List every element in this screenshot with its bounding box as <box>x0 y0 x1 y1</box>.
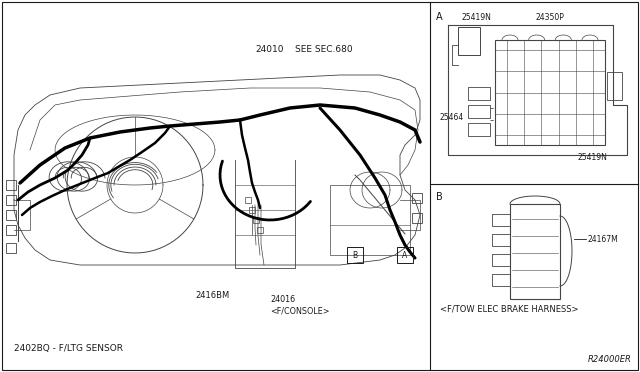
Bar <box>492 274 510 286</box>
Bar <box>6 195 16 205</box>
Bar <box>510 204 560 299</box>
Text: 24350P: 24350P <box>535 13 564 22</box>
Text: A: A <box>436 12 443 22</box>
Bar <box>257 227 263 233</box>
Bar <box>6 180 16 190</box>
Text: R24000ER: R24000ER <box>588 356 632 365</box>
Bar <box>495 40 605 145</box>
Bar <box>397 247 413 263</box>
Bar <box>468 87 490 100</box>
Bar <box>458 27 480 55</box>
Text: <F/TOW ELEC BRAKE HARNESS>: <F/TOW ELEC BRAKE HARNESS> <box>440 305 579 314</box>
Text: B: B <box>353 250 358 260</box>
Text: B: B <box>436 192 443 202</box>
Text: 24010: 24010 <box>255 45 284 55</box>
Text: A: A <box>403 250 408 260</box>
Bar <box>6 210 16 220</box>
Bar <box>492 254 510 266</box>
Text: 2402BQ - F/LTG SENSOR: 2402BQ - F/LTG SENSOR <box>14 343 123 353</box>
Bar <box>249 207 255 213</box>
Text: SEE SEC.680: SEE SEC.680 <box>295 45 353 55</box>
Bar <box>253 217 259 223</box>
Bar <box>492 214 510 226</box>
Bar <box>468 105 490 118</box>
Bar <box>412 213 422 223</box>
Text: 24167M: 24167M <box>588 234 619 244</box>
Bar <box>347 247 363 263</box>
Bar <box>468 123 490 136</box>
Text: 25419N: 25419N <box>578 154 608 163</box>
Bar <box>330 185 410 255</box>
Bar <box>412 193 422 203</box>
Text: 25464: 25464 <box>440 113 464 122</box>
Text: 24016
<F/CONSOLE>: 24016 <F/CONSOLE> <box>270 295 330 315</box>
Text: 25419N: 25419N <box>462 13 492 22</box>
Bar <box>6 225 16 235</box>
Text: 2416BM: 2416BM <box>195 291 229 299</box>
Bar <box>245 197 251 203</box>
Bar <box>607 72 622 100</box>
Bar <box>492 234 510 246</box>
Bar <box>6 243 16 253</box>
